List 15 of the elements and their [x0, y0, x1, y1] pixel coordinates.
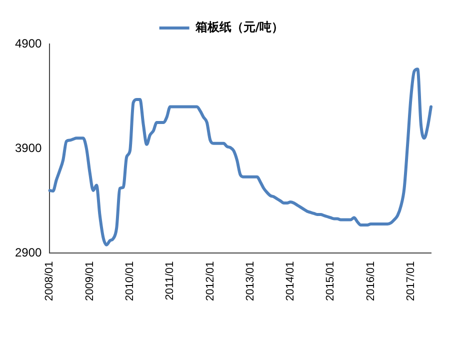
x-tick-label: 2011/01: [164, 261, 176, 300]
x-tick-label: 2008/01: [44, 261, 56, 302]
x-tick-label: 2010/01: [124, 261, 136, 302]
x-tick-label: 2017/01: [404, 261, 417, 302]
y-tick-label: 3900: [14, 140, 42, 155]
x-tick-label: 2014/01: [284, 261, 297, 302]
y-tick-label: 4900: [14, 36, 42, 50]
x-tick-label: 2012/01: [204, 261, 216, 302]
x-tick-label: 2013/01: [244, 261, 256, 302]
x-tick-label: 2016/01: [364, 261, 377, 302]
legend-label: 箱板纸（元/吨）: [194, 20, 284, 34]
x-tick-label: 2009/01: [84, 261, 96, 302]
x-tick-label: 2015/01: [324, 261, 337, 302]
y-tick-label: 2900: [14, 246, 42, 260]
line-series: [48, 68, 432, 246]
